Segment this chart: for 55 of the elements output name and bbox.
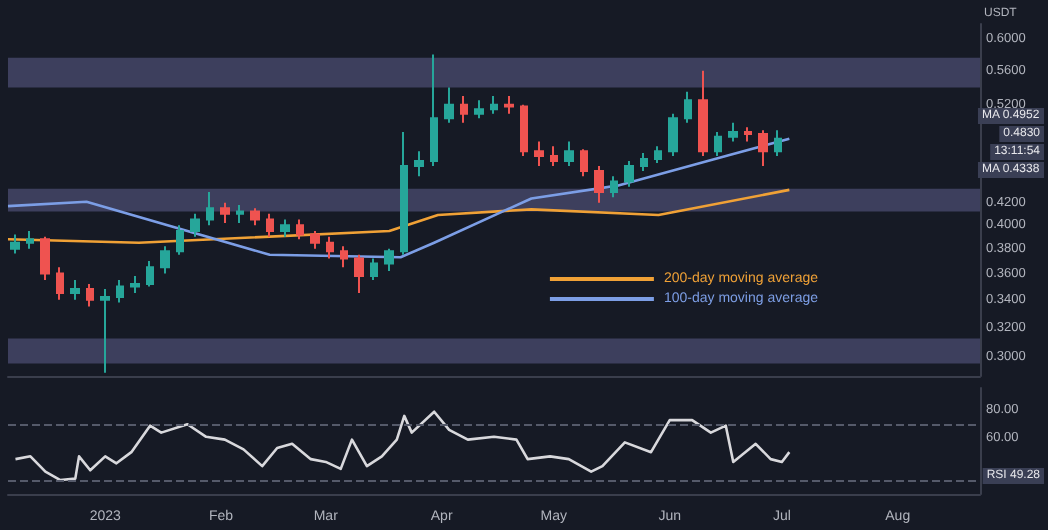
candlestick	[460, 95, 468, 124]
candlestick	[400, 131, 408, 256]
candlestick	[520, 103, 528, 158]
candlestick	[490, 95, 498, 115]
candlestick	[384, 247, 394, 273]
candlestick	[100, 288, 110, 374]
candlestick	[430, 53, 438, 168]
line-series	[14, 410, 791, 482]
candlestick	[594, 165, 604, 204]
candlestick	[86, 282, 94, 308]
line-series	[6, 188, 791, 245]
candlestick	[370, 257, 378, 281]
candlestick	[220, 201, 230, 224]
candlestick	[668, 112, 678, 158]
candlestick	[640, 152, 648, 173]
candlestick	[236, 203, 244, 224]
candlestick	[444, 86, 454, 124]
candlestick	[206, 190, 214, 227]
candlestick	[564, 140, 574, 168]
candlestick	[774, 129, 782, 158]
candlestick	[758, 129, 768, 168]
candlestick	[70, 278, 80, 301]
candlestick	[130, 275, 140, 295]
candlestick	[624, 160, 634, 188]
candlestick	[250, 207, 260, 227]
candlestick	[160, 245, 170, 275]
candlestick	[474, 99, 484, 120]
candlestick	[580, 148, 588, 178]
candlestick	[146, 259, 154, 288]
candlestick	[296, 218, 304, 241]
candlestick	[714, 131, 722, 158]
candlestick	[116, 278, 124, 304]
candlestick	[326, 235, 334, 260]
candlestick	[26, 229, 34, 250]
candlestick	[190, 212, 200, 238]
candlestick	[728, 121, 738, 143]
candlestick	[10, 233, 20, 255]
candlestick	[310, 229, 320, 250]
candlestick	[414, 150, 424, 178]
candlestick	[744, 126, 752, 143]
candlestick	[534, 140, 544, 168]
line-series	[6, 137, 791, 259]
candlestick	[698, 69, 708, 158]
candlestick	[504, 95, 514, 115]
candlestick	[176, 224, 184, 256]
candlestick	[40, 235, 50, 281]
candlestick	[550, 145, 558, 168]
candlestick	[654, 145, 662, 165]
candlestick	[610, 175, 618, 199]
candlestick	[340, 245, 348, 269]
candlestick	[354, 253, 364, 295]
candlestick	[56, 266, 64, 301]
candlestick	[684, 90, 692, 124]
candlestick	[266, 212, 274, 238]
candlestick	[280, 218, 290, 238]
